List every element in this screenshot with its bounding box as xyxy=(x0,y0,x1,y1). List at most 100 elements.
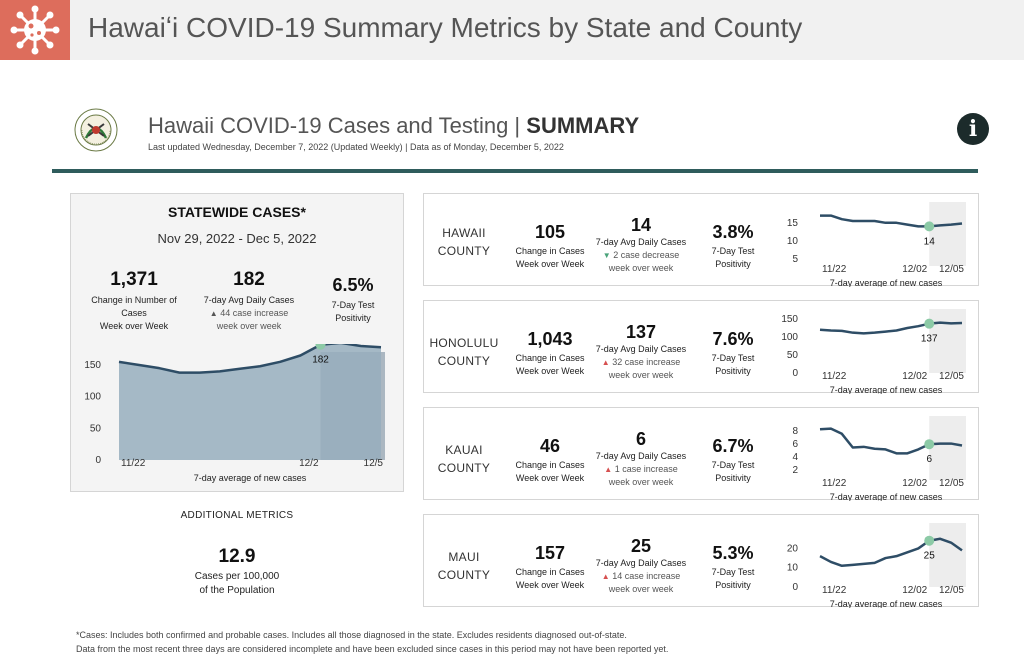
county-avg-metric: 25 7-day Avg Daily Cases ▲ 14 case incre… xyxy=(594,536,688,596)
highlight-point xyxy=(924,318,935,329)
statewide-positivity-value: 6.5% xyxy=(332,275,374,295)
y-tick-label: 20 xyxy=(787,543,799,554)
y-tick-label: 150 xyxy=(781,314,798,325)
x-tick-label: 12/05 xyxy=(939,585,964,596)
dashboard-title: Hawaii COVID-19 Cases and Testing | SUMM… xyxy=(148,113,639,139)
y-tick-label: 0 xyxy=(95,455,101,466)
county-change-value: 1,043 xyxy=(527,329,573,349)
statewide-date-range: Nov 29, 2022 - Dec 5, 2022 xyxy=(157,231,317,246)
cases-per-100k-label-1: Cases per 100,000 xyxy=(194,571,280,582)
area-fill xyxy=(119,344,381,460)
x-tick-label: 11/22 xyxy=(822,371,847,382)
statewide-change-label-1: Change in Number of xyxy=(91,295,177,305)
state-seal-icon xyxy=(74,108,118,152)
y-tick-label: 2 xyxy=(792,465,798,476)
county-change-metric: 105 Change in Cases Week over Week xyxy=(504,222,596,271)
county-change-value: 46 xyxy=(539,436,561,456)
y-tick-label: 50 xyxy=(90,423,102,434)
y-tick-label: 8 xyxy=(792,426,798,437)
county-avg-label: 7-day Avg Daily Cases xyxy=(595,344,687,354)
county-change-label-1: Change in Cases xyxy=(515,246,585,256)
chart-caption: 7-day average of new cases xyxy=(830,278,943,287)
county-positivity-metric: 5.3% 7-Day Test Positivity xyxy=(694,543,772,592)
footnote-cases: *Cases: Includes both confirmed and prob… xyxy=(76,630,627,640)
statewide-cases-panel: STATEWIDE CASES* Nov 29, 2022 - Dec 5, 2… xyxy=(70,193,404,492)
county-trend-chart: 2 4 6 8 6 11/22 12/02 12/05 7-day average of new… xyxy=(792,416,966,501)
y-tick-label: 6 xyxy=(792,439,798,450)
county-positivity-value: 7.6% xyxy=(712,329,754,349)
statewide-area-chart: 0 50 100 150 182 11/22 12/2 12/5 7-day average o… xyxy=(84,344,385,483)
increase-triangle-icon: ▲ xyxy=(601,358,610,367)
info-icon[interactable]: i xyxy=(957,113,989,145)
dashboard-title-bold: SUMMARY xyxy=(526,113,640,138)
county-name-line-2: COUNTY xyxy=(437,354,491,368)
highlight-label: 6 xyxy=(926,454,932,465)
dashboard-title-main: Hawaii COVID-19 Cases and Testing | xyxy=(148,113,527,138)
county-change-label-2: Week over Week xyxy=(515,473,585,483)
county-change-metric: 157 Change in Cases Week over Week xyxy=(504,543,596,592)
highlight-point xyxy=(924,221,935,232)
decrease-triangle-icon: ▼ xyxy=(602,251,611,260)
y-tick-label: 150 xyxy=(84,360,101,371)
last-updated-text: Last updated Wednesday, December 7, 2022… xyxy=(148,142,564,152)
x-tick-label: 12/02 xyxy=(902,371,927,382)
county-name: HAWAII COUNTY xyxy=(424,224,504,260)
trend-line xyxy=(118,344,382,374)
statewide-avg-value: 182 xyxy=(233,269,265,290)
x-tick-label: 11/22 xyxy=(822,585,847,596)
county-name-line-2: COUNTY xyxy=(437,244,491,258)
county-positivity-label-1: 7-Day Test xyxy=(711,353,755,363)
statewide-avg-label: 7-day Avg Daily Cases xyxy=(203,295,295,305)
county-avg-metric: 6 7-day Avg Daily Cases ▲ 1 case increas… xyxy=(594,429,688,489)
statewide-avg-metric: 182 7-day Avg Daily Cases ▲ 44 case incr… xyxy=(193,269,305,333)
x-tick-label: 11/22 xyxy=(822,478,847,489)
county-name-line-1: HONOLULU xyxy=(429,336,499,350)
county-positivity-metric: 3.8% 7-Day Test Positivity xyxy=(694,222,772,271)
statewide-change-label-3: Week over Week xyxy=(99,321,169,331)
county-name-line-1: HAWAII xyxy=(442,226,486,240)
y-tick-label: 100 xyxy=(84,392,101,403)
increase-triangle-icon: ▲ xyxy=(209,309,218,318)
county-positivity-label-2: Positivity xyxy=(715,366,751,376)
x-tick-label: 12/02 xyxy=(902,585,927,596)
virus-icon-box xyxy=(0,0,70,60)
statewide-positivity-label-1: 7-Day Test xyxy=(331,300,375,310)
county-trend-chart: 5 10 15 14 11/22 12/02 12/05 7-day average of n… xyxy=(787,202,966,287)
header-divider xyxy=(52,169,978,173)
y-tick-label: 0 xyxy=(792,368,798,379)
county-change-value: 157 xyxy=(534,543,566,563)
x-tick-label: 12/02 xyxy=(902,264,927,275)
chart-caption: 7-day average of new cases xyxy=(830,492,943,501)
county-change-value: 105 xyxy=(534,222,566,242)
county-positivity-label-1: 7-Day Test xyxy=(711,246,755,256)
county-name-line-1: MAUI xyxy=(448,550,480,564)
statewide-positivity-label-2: Positivity xyxy=(335,313,371,323)
statewide-avg-change-1: 44 case increase xyxy=(220,308,289,318)
trend-line xyxy=(819,537,963,568)
x-tick-label: 12/05 xyxy=(939,478,964,489)
y-tick-label: 10 xyxy=(787,563,799,574)
incomplete-data-band xyxy=(929,523,966,587)
county-avg-change-2: week over week xyxy=(608,263,674,273)
trend-line xyxy=(819,427,963,455)
highlight-point xyxy=(924,439,935,450)
incomplete-data-band xyxy=(929,202,966,266)
county-name: HONOLULU COUNTY xyxy=(424,334,504,370)
footnote-incomplete-data: Data from the most recent three days are… xyxy=(76,644,669,654)
county-change-label-2: Week over Week xyxy=(515,580,585,590)
footnotes: *Cases: Includes both confirmed and prob… xyxy=(76,628,668,656)
y-tick-label: 50 xyxy=(787,350,799,361)
county-name: KAUAI COUNTY xyxy=(424,441,504,477)
county-change-label-2: Week over Week xyxy=(515,259,585,269)
county-positivity-label-1: 7-Day Test xyxy=(711,567,755,577)
county-positivity-metric: 6.7% 7-Day Test Positivity xyxy=(694,436,772,485)
statewide-change-label-2: Cases xyxy=(121,308,147,318)
cases-per-100k-value: 12.9 xyxy=(218,546,256,567)
county-change-label-2: Week over Week xyxy=(515,366,585,376)
county-avg-label: 7-day Avg Daily Cases xyxy=(595,558,687,568)
county-avg-label: 7-day Avg Daily Cases xyxy=(595,237,687,247)
y-tick-label: 10 xyxy=(787,236,799,247)
county-avg-label: 7-day Avg Daily Cases xyxy=(595,451,687,461)
county-avg-change-1: 2 case decrease xyxy=(613,250,680,260)
county-positivity-label-2: Positivity xyxy=(715,473,751,483)
